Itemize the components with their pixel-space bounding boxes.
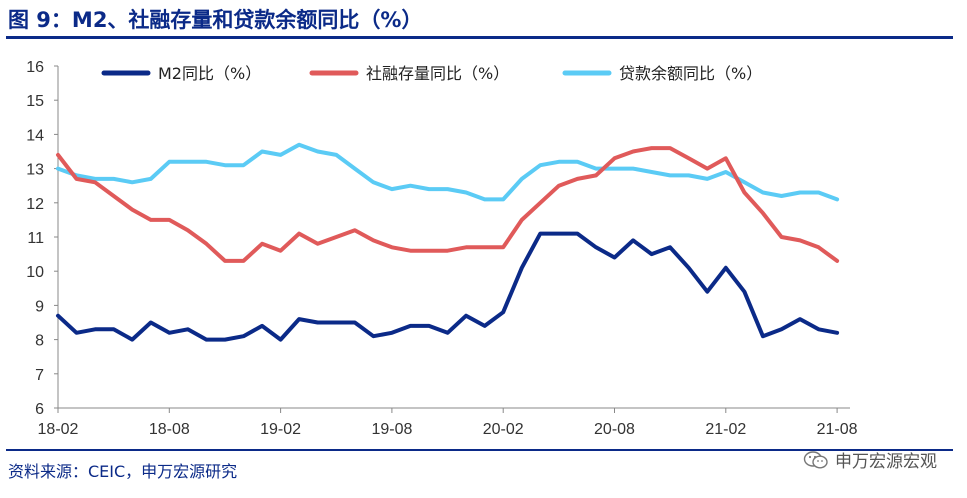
watermark-text: 申万宏源宏观 <box>835 452 937 472</box>
legend-label: 贷款余额同比（%） <box>619 64 762 83</box>
y-tick-label: 9 <box>35 298 44 315</box>
y-tick-label: 10 <box>26 264 44 281</box>
y-tick-label: 16 <box>26 59 44 76</box>
y-tick-label: 8 <box>35 333 44 350</box>
watermark: 申万宏源宏观 <box>803 447 937 472</box>
x-tick-label: 20-08 <box>594 421 635 438</box>
y-tick-label: 11 <box>27 230 44 247</box>
y-tick-label: 14 <box>26 127 44 144</box>
y-tick-label: 12 <box>26 196 44 213</box>
x-tick-label: 19-02 <box>260 421 301 438</box>
footer-rule <box>6 449 953 451</box>
x-tick-label: 18-02 <box>38 421 79 438</box>
series-line-1 <box>56 146 840 263</box>
x-tick-label: 18-08 <box>149 421 190 438</box>
x-tick-label: 21-08 <box>817 421 858 438</box>
y-tick-label: 13 <box>26 162 44 179</box>
x-tick-label: 19-08 <box>371 421 412 438</box>
source-note: 资料来源：CEIC，申万宏源研究 <box>8 462 238 481</box>
series-line-0 <box>56 231 840 342</box>
legend-label: M2同比（%） <box>158 64 261 83</box>
x-tick-label: 20-02 <box>483 421 524 438</box>
title-rule <box>6 36 953 39</box>
y-tick-label: 6 <box>35 401 44 418</box>
y-tick-label: 15 <box>26 93 44 110</box>
series-line-2 <box>56 142 840 202</box>
y-tick-label: 7 <box>35 367 44 384</box>
wechat-icon <box>803 450 828 469</box>
x-tick-label: 21-02 <box>705 421 746 438</box>
legend-label: 社融存量同比（%） <box>366 64 509 83</box>
chart-title: 图 9：M2、社融存量和贷款余额同比（%） <box>8 8 423 32</box>
